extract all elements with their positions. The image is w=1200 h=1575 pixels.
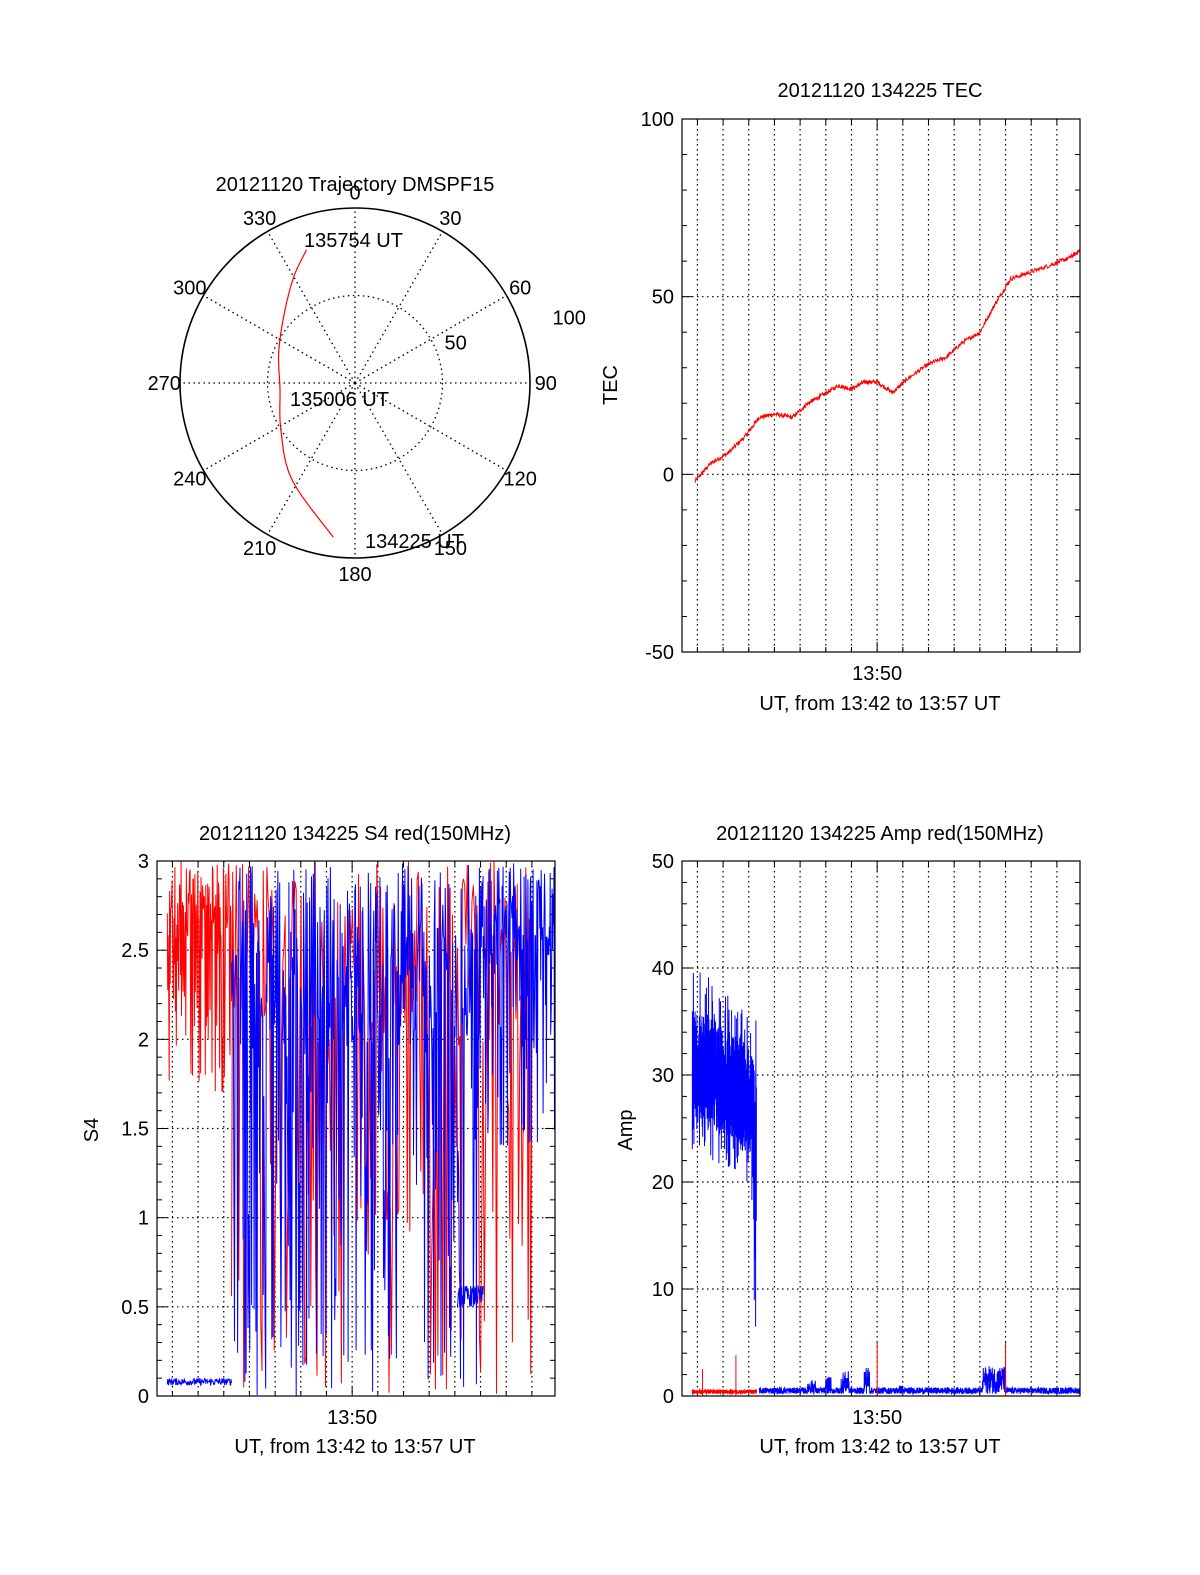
amp-blue-envelope: [691, 972, 757, 1327]
tec-xlabel: UT, from 13:42 to 13:57 UT: [759, 693, 1000, 715]
s4-panel: 20121120 134225 S4 red(150MHz) 0 0.5 1 1.5 2…: [81, 823, 556, 1458]
s4-blue-series-1: [231, 861, 484, 1396]
trajectory-title: 20121120 Trajectory DMSPF15: [216, 174, 495, 196]
y-tick-label: -50: [645, 642, 674, 664]
polar-spoke-150: [354, 382, 444, 535]
y-tick-label: 2.5: [121, 940, 149, 962]
polar-spoke-240: [203, 382, 356, 472]
y-tick-label: 100: [641, 109, 674, 131]
polar-spoke-330: [266, 231, 356, 384]
y-tick-label: 10: [652, 1279, 674, 1301]
s4-xlabel: UT, from 13:42 to 13:57 UT: [234, 1436, 475, 1458]
tec-title: 20121120 134225 TEC: [778, 80, 983, 102]
amp-panel: 20121120 134225 Amp red(150MHz) 0 10 20 30 4…: [615, 823, 1081, 1458]
polar-spoke-30: [354, 231, 444, 384]
trajectory-panel: 20121120 Trajectory DMSPF15 0 30 60 90 120 15…: [148, 174, 586, 586]
tec-ylabel: TEC: [600, 365, 622, 405]
amp-ylabel: Amp: [615, 1109, 637, 1150]
s4-red-series-1: [231, 861, 533, 1394]
trajectory-track: [277, 249, 334, 538]
polar-spoke-60: [354, 294, 507, 384]
y-tick-label: 1.5: [121, 1119, 149, 1141]
y-tick-label: 0: [663, 464, 674, 486]
amp-red-baseline: [691, 1388, 758, 1397]
angle-label-270: 270: [148, 373, 181, 395]
radial-label-50: 50: [444, 332, 466, 354]
s4-blue-series-0: [166, 1377, 232, 1387]
angle-label-30: 30: [439, 208, 461, 230]
s4-ylabel: S4: [81, 1118, 103, 1142]
s4-plot-area: 0 0.5 1 1.5 2 2.5 3 13:50: [121, 851, 556, 1429]
y-tick-label: 0: [663, 1386, 674, 1408]
angle-label-0: 0: [349, 182, 360, 204]
polar-spoke-300: [203, 294, 356, 384]
annotation-end-time: 135754 UT: [304, 230, 403, 252]
angle-label-240: 240: [173, 468, 206, 490]
angle-label-90: 90: [535, 373, 557, 395]
x-tick-label: 13:50: [852, 663, 902, 685]
angle-label-330: 330: [243, 208, 276, 230]
s4-blue-series-3: [482, 863, 555, 1146]
y-tick-label: 2: [138, 1029, 149, 1051]
polar-grid: [179, 207, 531, 559]
angle-label-180: 180: [338, 564, 371, 586]
tec-series-line: [694, 249, 1081, 484]
angle-label-60: 60: [509, 278, 531, 300]
plot-frame: [156, 860, 556, 1397]
polar-radial-labels: 50 100: [444, 308, 585, 355]
y-tick-label: 0.5: [121, 1297, 149, 1319]
amp-xlabel: UT, from 13:42 to 13:57 UT: [759, 1436, 1000, 1458]
angle-label-120: 120: [504, 468, 537, 490]
y-tick-label: 0: [138, 1386, 149, 1408]
s4-blue-series-2: [456, 1285, 484, 1307]
x-tick-label: 13:50: [327, 1407, 377, 1429]
y-tick-label: 40: [652, 958, 674, 980]
radial-label-100: 100: [553, 308, 586, 330]
polar-ring-50: [266, 294, 444, 472]
y-tick-label: 1: [138, 1208, 149, 1230]
y-tick-label: 50: [652, 287, 674, 309]
annotation-start-time: 134225 UT: [365, 531, 464, 553]
s4-red-series-0: [166, 861, 232, 1093]
y-tick-label: 3: [138, 851, 149, 873]
amp-blue-baseline: [758, 1366, 1081, 1396]
angle-label-150: 150: [434, 538, 467, 560]
x-tick-label: 13:50: [852, 1407, 902, 1429]
angle-label-300: 300: [173, 278, 206, 300]
polar-spoke-120: [354, 382, 507, 472]
s4-title: 20121120 134225 S4 red(150MHz): [199, 823, 511, 845]
y-tick-label: 50: [652, 851, 674, 873]
plot-frame: [681, 118, 1081, 653]
polar-outer-ring: [179, 207, 531, 559]
tec-plot-area: -50 0 50 100 13:50: [641, 109, 1081, 685]
amp-plot-area: 0 10 20 30 40 50 13:50: [652, 851, 1081, 1429]
y-tick-label: 20: [652, 1172, 674, 1194]
amp-title: 20121120 134225 Amp red(150MHz): [716, 823, 1044, 845]
angle-label-210: 210: [243, 538, 276, 560]
polar-angle-labels: 0 30 60 90 120 150 180 210 240 270 300 330: [148, 182, 557, 586]
plot-frame: [681, 860, 1081, 1397]
y-tick-label: 30: [652, 1065, 674, 1087]
s4-series-layer: [166, 861, 555, 1396]
annotation-mid-time: 135006 UT: [290, 389, 389, 411]
tec-panel: 20121120 134225 TEC -50 0 50 100 13:50 TEC U…: [600, 80, 1081, 715]
polar-spoke-210: [266, 382, 356, 535]
